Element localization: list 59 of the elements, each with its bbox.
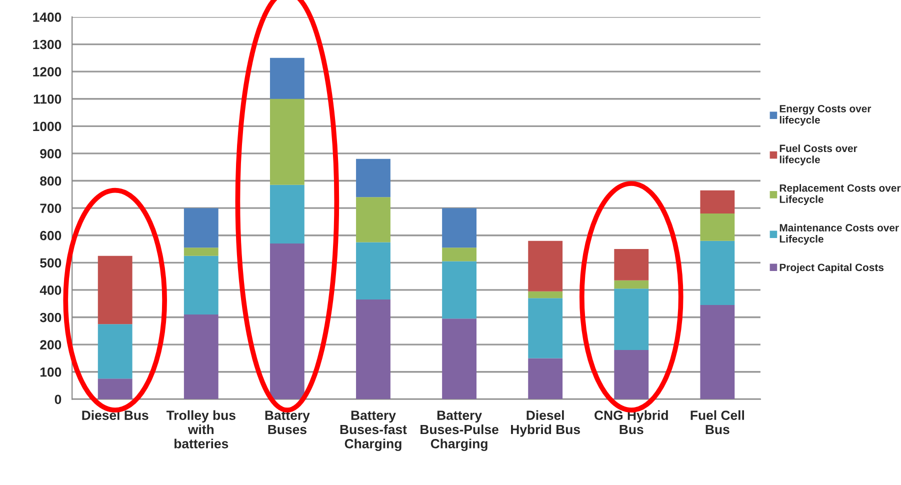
y-tick-label: 300	[40, 312, 62, 322]
y-tick-label: 600	[40, 230, 62, 240]
x-tick-label: Battery Buses	[265, 410, 310, 434]
y-tick-label: 800	[40, 176, 62, 186]
bar	[614, 280, 649, 289]
bar	[528, 298, 563, 358]
bar	[184, 256, 218, 315]
y-tick-label: 200	[40, 340, 62, 350]
bar	[528, 291, 563, 298]
bar	[270, 58, 304, 99]
y-tick-label: 100	[40, 367, 62, 377]
x-tick-label: CNG Hybrid Bus	[594, 410, 668, 434]
bar	[270, 184, 304, 244]
legend-label: Fuel Costs over lifecycle	[780, 144, 858, 166]
bar	[184, 248, 218, 256]
y-tick-label: 1300	[33, 40, 62, 50]
bar	[442, 248, 476, 262]
bar	[184, 314, 218, 400]
y-tick-label: 400	[40, 286, 62, 295]
bar	[270, 244, 304, 400]
x-tick-label: Battery Buses-Pulse Charging	[420, 410, 498, 452]
legend-label: Replacement Costs over Lifecycle	[780, 184, 901, 206]
bar	[700, 304, 735, 400]
x-tick-label: Diesel Bus	[82, 410, 148, 420]
x-tick-label: Battery Buses-fast Charging	[340, 410, 407, 452]
legend-label: Energy Costs over lifecycle	[780, 104, 872, 126]
y-tick-label: 1100	[34, 94, 62, 104]
bar	[528, 358, 563, 400]
bar	[614, 288, 649, 350]
bar	[700, 240, 735, 305]
bar	[356, 242, 390, 300]
x-tick-label: Trolley bus with batteries	[166, 410, 236, 448]
y-tick-label: 900	[40, 149, 62, 158]
legend-label: Maintenance Costs over Lifecycle	[780, 224, 899, 245]
bar	[184, 208, 218, 248]
y-tick-label: 700	[40, 204, 62, 213]
bar	[356, 300, 390, 400]
bar	[442, 318, 476, 400]
bar	[528, 240, 563, 292]
x-tick-label: Diesel Hybrid Bus	[511, 410, 580, 437]
bar	[700, 214, 735, 241]
bar	[442, 208, 476, 248]
bar	[614, 350, 649, 400]
x-tick-label: Fuel Cell Bus	[690, 410, 744, 434]
y-tick-label: 1200	[33, 67, 62, 76]
y-tick-label: 500	[40, 258, 62, 268]
y-tick-label: 0	[54, 394, 62, 404]
y-tick-label: 1400	[33, 12, 62, 22]
bar	[356, 197, 390, 242]
bar	[98, 324, 132, 379]
bar	[98, 378, 132, 400]
bar	[614, 249, 649, 280]
bar	[700, 190, 735, 214]
y-tick-label: 1000	[33, 122, 62, 132]
bar	[442, 261, 476, 319]
bar	[98, 256, 132, 324]
bar	[270, 98, 304, 185]
legend-label: Project Capital Costs	[780, 263, 884, 274]
bar	[356, 158, 390, 198]
